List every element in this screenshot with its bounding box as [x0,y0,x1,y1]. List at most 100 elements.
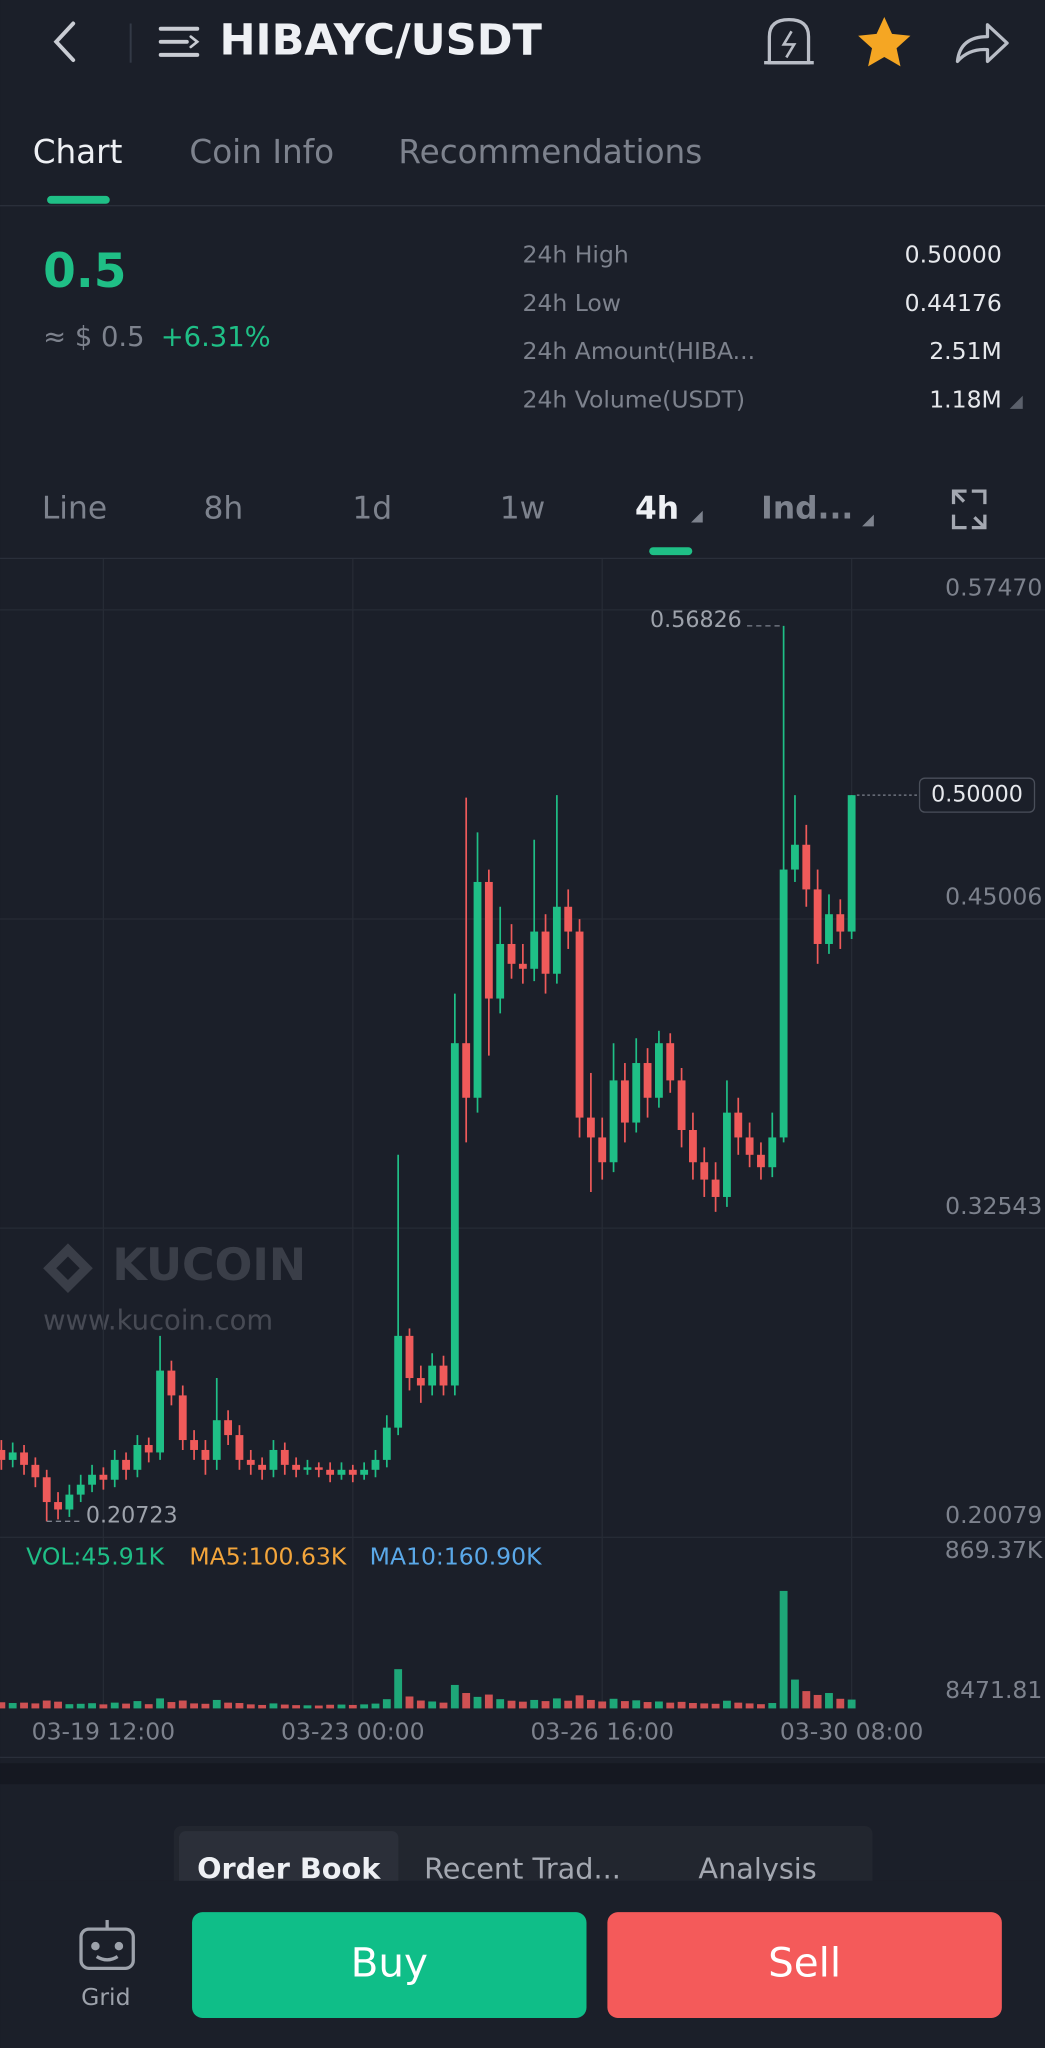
interval[interactable]: 4h [635,490,679,526]
menu-button[interactable] [158,26,200,57]
volume-bar [484,1694,493,1709]
last-price-label: 0.50000 [931,782,1023,808]
separator-band [0,1763,1045,1785]
volume-bar [337,1704,346,1709]
grid-icon[interactable] [79,1919,135,1970]
last-price: 0.5 [43,244,126,299]
candle-body [700,1162,709,1180]
tab[interactable]: Recommendations [398,133,702,171]
candle-body [473,881,482,1098]
volume-bar [643,1702,652,1709]
tab[interactable]: Chart [33,133,123,171]
x-tick-label: 03-19 12:00 [32,1718,175,1746]
fullscreen-button[interactable] [951,489,987,530]
volume-bar [88,1703,96,1709]
sell-button[interactable] [607,1912,1002,2018]
volume-bar [144,1704,153,1709]
candle-body [552,906,561,974]
volume-bar [416,1700,425,1709]
candle-body [518,963,527,969]
volume-bar [496,1699,505,1709]
volume-bar [76,1703,85,1709]
volume-bar [224,1702,233,1709]
volume-bar [700,1703,709,1709]
candle-body [178,1395,187,1441]
y-tick-label: 0.32543 [945,1192,1042,1220]
buy-button[interactable] [192,1912,587,2018]
stat-label: 24h Low [523,289,622,317]
candle-body [133,1445,142,1470]
candle-body [0,1449,6,1460]
tab[interactable]: Coin Info [189,133,334,171]
candle-body [42,1477,51,1503]
x-tick-label: 03-26 16:00 [530,1718,673,1746]
candle-body [110,1459,119,1480]
volume-bar [462,1693,471,1709]
candle-body [836,914,845,932]
tab-indicator [47,195,110,204]
candle-body [65,1494,74,1510]
interval[interactable]: 1w [500,490,546,526]
back-button[interactable] [53,21,76,63]
candle-body [734,1112,743,1138]
candle-body [802,844,811,890]
volume-tick-label: 8471.81 [945,1676,1042,1704]
volume-bar [314,1705,323,1709]
candle-body [416,1378,425,1386]
candle-body [598,1137,607,1163]
interval-bar: Line 8h 1d 1w 4h Ind... [42,490,853,526]
candle-body [88,1474,96,1485]
volume-bar [99,1704,108,1709]
volume-bar [190,1703,199,1709]
candle-body [224,1420,233,1436]
volume-bar [371,1703,380,1709]
watermark: KUCOIN [43,1240,306,1294]
grid-label[interactable]: Grid [81,1983,130,2011]
alert-button[interactable] [764,17,814,65]
volume-bar [802,1691,811,1709]
volume-bar [360,1704,369,1709]
favorite-star[interactable] [858,16,911,67]
volume-bar [428,1701,437,1709]
volume-bar [813,1694,822,1709]
candle-body [8,1452,17,1460]
volume-bar [167,1702,176,1709]
volume-bar [768,1703,777,1709]
volume-bar [110,1702,119,1709]
candle-body [779,869,788,1138]
volume-bar [473,1696,482,1709]
candle-body [677,1080,686,1131]
candlestick-chart: 03-19 12:00 03-23 00:00 03-26 16:00 03-30 0… [0,559,1045,1746]
interval[interactable]: 8h [203,490,243,526]
sell-label[interactable]: Sell [768,1939,841,1987]
volume-bar [258,1704,267,1709]
candle-body [745,1137,754,1155]
candle-body [235,1435,244,1460]
volume-bar [212,1699,221,1709]
interval[interactable]: 1d [352,490,392,526]
interval[interactable]: Line [42,490,107,526]
share-button[interactable] [955,23,1009,64]
volume-bar [439,1702,448,1709]
volume-bar [836,1698,845,1709]
candle-body [156,1370,164,1453]
volume-bar [541,1701,550,1709]
interval[interactable]: Ind... [761,490,853,526]
last-price-box [918,777,1036,813]
bottom-tab[interactable]: Order Book [197,1851,381,1885]
volume-bar [0,1702,6,1709]
bottom-tab[interactable]: Analysis [698,1851,816,1885]
stat-value: 2.51M [929,337,1002,365]
volume-tick-label: 869.37K [945,1536,1043,1564]
volume-bar [609,1698,618,1709]
candle-body [711,1179,720,1197]
buy-label[interactable]: Buy [351,1939,428,1987]
candle-body [654,1043,663,1098]
volume-bar [723,1700,731,1709]
bottom-tab[interactable]: Recent Trad... [424,1851,621,1885]
volume-bar [133,1701,142,1709]
candle-body [530,931,539,969]
stat-value: 0.50000 [905,241,1002,269]
